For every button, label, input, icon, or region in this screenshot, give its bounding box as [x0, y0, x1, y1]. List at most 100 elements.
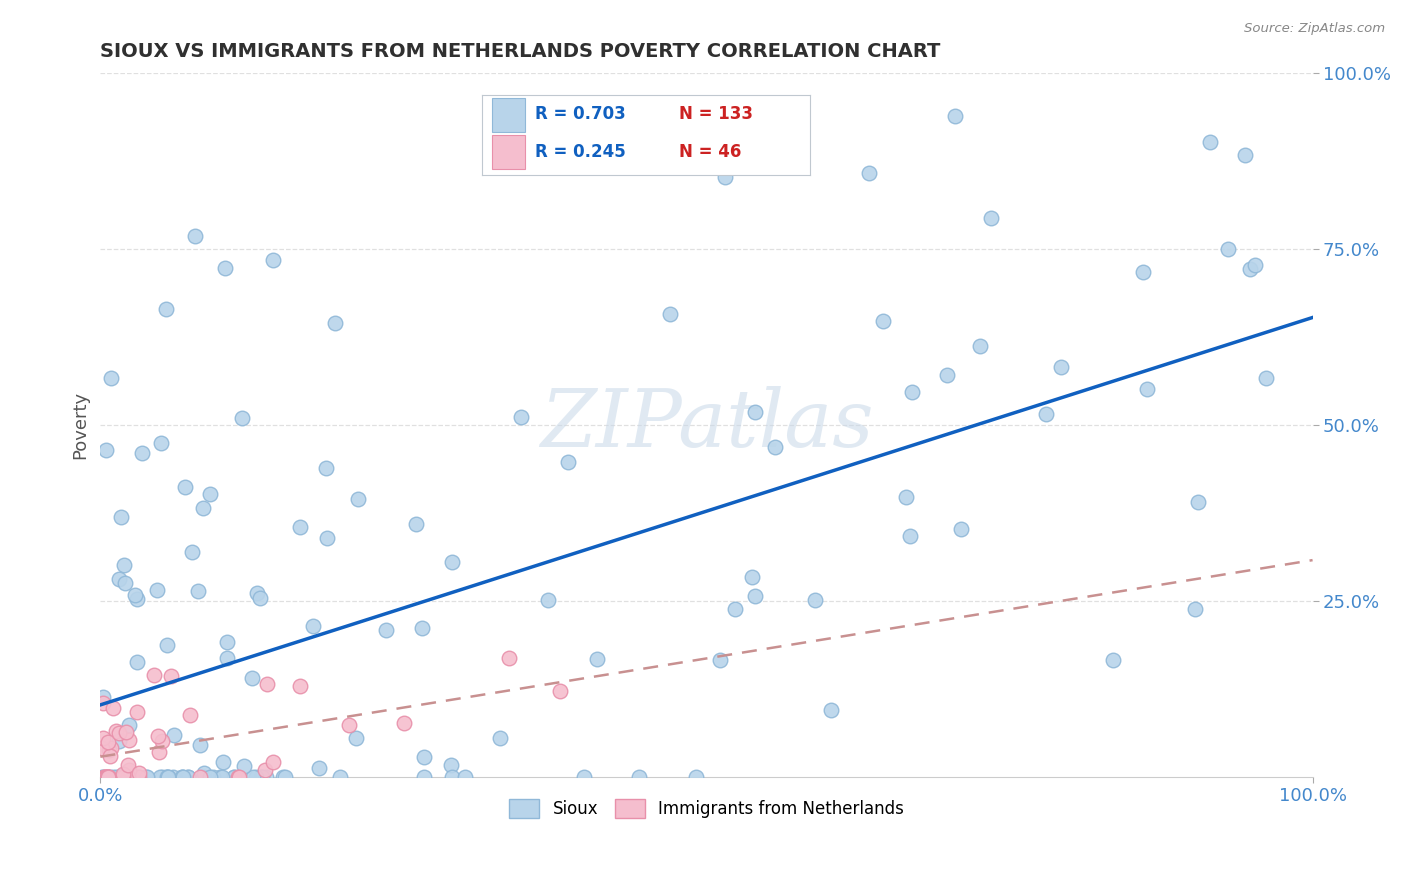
Point	[1035, 407, 1057, 421]
Point	[1101, 653, 1123, 667]
Point	[240, 671, 263, 685]
Point	[215, 651, 238, 665]
Point	[156, 638, 179, 652]
Point	[405, 517, 427, 532]
Point	[1234, 148, 1257, 162]
Point	[115, 725, 138, 739]
Point	[93, 770, 115, 784]
Point	[744, 404, 766, 418]
Point	[489, 731, 512, 745]
Point	[117, 770, 139, 784]
Point	[112, 767, 135, 781]
Point	[124, 588, 146, 602]
Point	[557, 455, 579, 469]
Point	[212, 755, 235, 769]
Point	[1256, 371, 1278, 385]
Point	[198, 770, 221, 784]
Y-axis label: Poverty: Poverty	[72, 391, 89, 459]
Point	[173, 480, 195, 494]
Point	[413, 770, 436, 784]
Point	[90, 741, 112, 756]
Point	[585, 652, 607, 666]
Point	[628, 770, 651, 784]
Point	[440, 770, 463, 784]
Point	[935, 368, 957, 382]
Point	[103, 701, 125, 715]
Point	[454, 770, 477, 784]
Point	[118, 718, 141, 732]
Point	[91, 690, 114, 704]
Point	[135, 770, 157, 784]
Point	[127, 592, 149, 607]
Point	[228, 770, 250, 784]
Point	[724, 602, 747, 616]
Point	[107, 770, 129, 784]
Text: Source: ZipAtlas.com: Source: ZipAtlas.com	[1244, 22, 1385, 36]
Point	[97, 770, 120, 784]
Point	[262, 755, 284, 769]
Point	[142, 668, 165, 682]
Point	[94, 770, 117, 784]
Point	[107, 734, 129, 748]
Point	[858, 166, 880, 180]
Point	[250, 770, 273, 784]
Point	[943, 109, 966, 123]
Point	[156, 770, 179, 784]
Point	[316, 531, 339, 545]
Point	[510, 410, 533, 425]
Point	[105, 770, 128, 784]
Point	[346, 492, 368, 507]
Point	[108, 726, 131, 740]
Legend: Sioux, Immigrants from Netherlands: Sioux, Immigrants from Netherlands	[502, 792, 911, 825]
Point	[108, 770, 131, 784]
Point	[112, 770, 135, 784]
Point	[145, 583, 167, 598]
Point	[763, 440, 786, 454]
Point	[177, 770, 200, 784]
Point	[97, 743, 120, 757]
Point	[392, 716, 415, 731]
Point	[980, 211, 1002, 225]
Point	[100, 370, 122, 384]
Point	[328, 770, 350, 784]
Point	[222, 770, 245, 784]
Point	[440, 555, 463, 569]
Point	[97, 770, 120, 784]
Point	[214, 261, 236, 276]
Point	[103, 770, 125, 784]
Point	[375, 623, 398, 637]
Point	[108, 572, 131, 586]
Point	[233, 759, 256, 773]
Point	[96, 770, 118, 784]
Point	[150, 734, 173, 748]
Point	[150, 436, 173, 450]
Point	[110, 510, 132, 524]
Point	[413, 750, 436, 764]
Point	[160, 668, 183, 682]
Point	[97, 734, 120, 748]
Point	[242, 770, 264, 784]
Point	[949, 522, 972, 536]
Point	[127, 655, 149, 669]
Point	[191, 500, 214, 515]
Point	[803, 592, 825, 607]
Point	[198, 487, 221, 501]
Point	[136, 770, 159, 784]
Point	[117, 770, 139, 784]
Point	[659, 307, 682, 321]
Point	[315, 460, 337, 475]
Point	[149, 770, 172, 784]
Point	[128, 765, 150, 780]
Point	[146, 729, 169, 743]
Point	[105, 723, 128, 738]
Point	[180, 545, 202, 559]
Point	[308, 760, 330, 774]
Point	[273, 770, 295, 784]
Point	[97, 770, 120, 784]
Point	[190, 770, 212, 784]
Point	[1198, 135, 1220, 149]
Point	[1187, 495, 1209, 509]
Point	[872, 314, 894, 328]
Point	[273, 770, 295, 784]
Point	[1216, 242, 1239, 256]
